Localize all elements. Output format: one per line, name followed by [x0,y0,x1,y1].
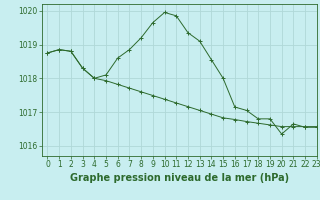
X-axis label: Graphe pression niveau de la mer (hPa): Graphe pression niveau de la mer (hPa) [70,173,289,183]
